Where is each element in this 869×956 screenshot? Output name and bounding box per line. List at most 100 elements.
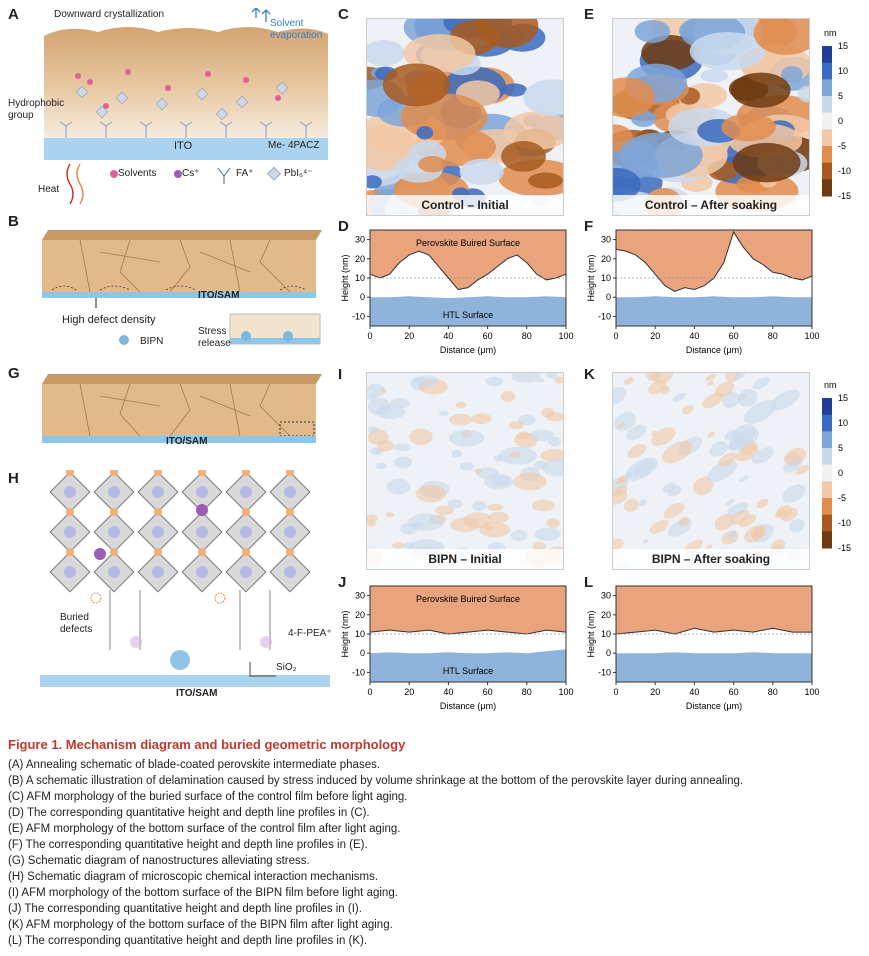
cs-ion bbox=[94, 548, 106, 560]
afm-blob bbox=[400, 522, 418, 535]
pb-site bbox=[108, 566, 120, 578]
afm-blob bbox=[534, 527, 561, 542]
schematic-h bbox=[40, 470, 330, 687]
afm-blob bbox=[382, 63, 450, 107]
afm-blob bbox=[733, 373, 745, 380]
y-tick-label: 30 bbox=[601, 235, 611, 245]
afm-blob bbox=[516, 431, 532, 440]
afm-blob bbox=[625, 457, 658, 481]
afm-blob bbox=[714, 514, 734, 531]
colorbar-unit: nm bbox=[824, 28, 837, 38]
afm-blob bbox=[627, 443, 647, 459]
perovskite-area bbox=[616, 230, 812, 292]
colorbar-segment bbox=[822, 129, 832, 147]
x-tick-label: 20 bbox=[650, 331, 660, 341]
iodide-site bbox=[110, 508, 118, 516]
x-tick-label: 100 bbox=[558, 331, 573, 341]
afm-blob bbox=[770, 389, 800, 411]
iodide-site bbox=[242, 470, 250, 476]
y-tick-label: 20 bbox=[355, 610, 365, 620]
afm-blob bbox=[781, 66, 803, 84]
panel-label-a: A bbox=[8, 6, 19, 23]
colorbar-segment bbox=[822, 498, 832, 516]
x-tick-label: 80 bbox=[522, 331, 532, 341]
afm-blob bbox=[751, 527, 765, 540]
perovskite-line bbox=[615, 627, 812, 635]
x-tick-label: 40 bbox=[443, 331, 453, 341]
afm-blob bbox=[508, 421, 524, 430]
colorbar-tick: 5 bbox=[838, 443, 843, 453]
colorbar-segment bbox=[822, 79, 832, 97]
legend-solvents: Solvents bbox=[118, 168, 157, 179]
afm-blob bbox=[418, 156, 447, 173]
panel-label-l: L bbox=[584, 574, 594, 591]
colorbar-unit: nm bbox=[824, 380, 837, 390]
afm-blob bbox=[641, 35, 699, 71]
afm-blob bbox=[367, 520, 376, 527]
afm-blob bbox=[706, 544, 713, 550]
cs-ion bbox=[196, 504, 208, 516]
afm-blob bbox=[367, 394, 377, 401]
buried-defects-label: Buried defects bbox=[60, 612, 93, 635]
afm-blob bbox=[613, 77, 655, 118]
legend-fa: FA⁺ bbox=[236, 168, 254, 179]
x-tick-label: 20 bbox=[404, 331, 414, 341]
afm-blob bbox=[500, 390, 516, 403]
afm-blob bbox=[414, 375, 439, 387]
afm-blob bbox=[782, 484, 806, 503]
stress-label: Stress release bbox=[198, 326, 231, 349]
afm-blob bbox=[661, 440, 693, 464]
afm-blob bbox=[700, 69, 729, 83]
colorbar-segment bbox=[822, 481, 832, 499]
afm-blob bbox=[455, 401, 467, 409]
colorbar-segment bbox=[822, 146, 832, 164]
afm-image-k: BIPN – After soaking bbox=[612, 372, 810, 570]
afm-texture-k bbox=[613, 373, 809, 569]
caption-line: (D) The corresponding quantitative heigh… bbox=[8, 807, 370, 819]
afm-blob bbox=[795, 464, 809, 475]
afm-blob bbox=[504, 111, 563, 150]
afm-blob bbox=[472, 500, 487, 512]
iodide-site bbox=[198, 470, 206, 476]
heat-label: Heat bbox=[38, 184, 60, 195]
colorbar-tick: -5 bbox=[838, 493, 846, 503]
colorbar-segment bbox=[822, 514, 832, 532]
schematic-b bbox=[42, 230, 322, 345]
pb-site bbox=[284, 566, 296, 578]
iodide-site bbox=[154, 548, 162, 556]
sio2-label: SiO₂ bbox=[276, 662, 297, 673]
pb-site bbox=[284, 526, 296, 538]
ito-sam-b: ITO/SAM bbox=[198, 290, 240, 301]
afm-blob bbox=[705, 373, 716, 382]
x-tick-label: 40 bbox=[689, 687, 699, 697]
iodide-site bbox=[66, 470, 74, 476]
caption-line: (L) The corresponding quantitative heigh… bbox=[8, 935, 368, 947]
afm-blob bbox=[613, 167, 641, 202]
afm-blob bbox=[471, 413, 492, 425]
caption-line: (G) Schematic diagram of nanostructures … bbox=[8, 855, 310, 867]
schematic-g bbox=[42, 374, 322, 443]
colorbar-tick: -10 bbox=[838, 166, 851, 176]
y-tick-label: -10 bbox=[352, 667, 365, 677]
afm-blob bbox=[493, 454, 504, 462]
colorbar-tick: 10 bbox=[838, 418, 848, 428]
afm-blob bbox=[651, 427, 676, 446]
afm-blob bbox=[484, 473, 514, 490]
afm-blob bbox=[662, 482, 677, 493]
caption-line: (C) AFM morphology of the buried surface… bbox=[8, 791, 408, 803]
y-tick-label: -10 bbox=[598, 667, 611, 677]
afm-blob bbox=[618, 475, 628, 483]
pb-site bbox=[240, 526, 252, 538]
afm-blob bbox=[643, 539, 649, 544]
afm-blob bbox=[738, 393, 747, 400]
afm-blob bbox=[638, 499, 648, 507]
panel-label-h: H bbox=[8, 470, 19, 487]
afm-blob bbox=[707, 431, 716, 438]
y-tick-label: 0 bbox=[360, 648, 365, 658]
y-tick-label: 30 bbox=[355, 235, 365, 245]
colorbar-tick: 10 bbox=[838, 66, 848, 76]
htl-area bbox=[616, 296, 812, 326]
y-tick-label: 0 bbox=[360, 292, 365, 302]
colorbar-segment bbox=[822, 162, 832, 180]
caption-line: (H) Schematic diagram of microscopic che… bbox=[8, 871, 379, 883]
